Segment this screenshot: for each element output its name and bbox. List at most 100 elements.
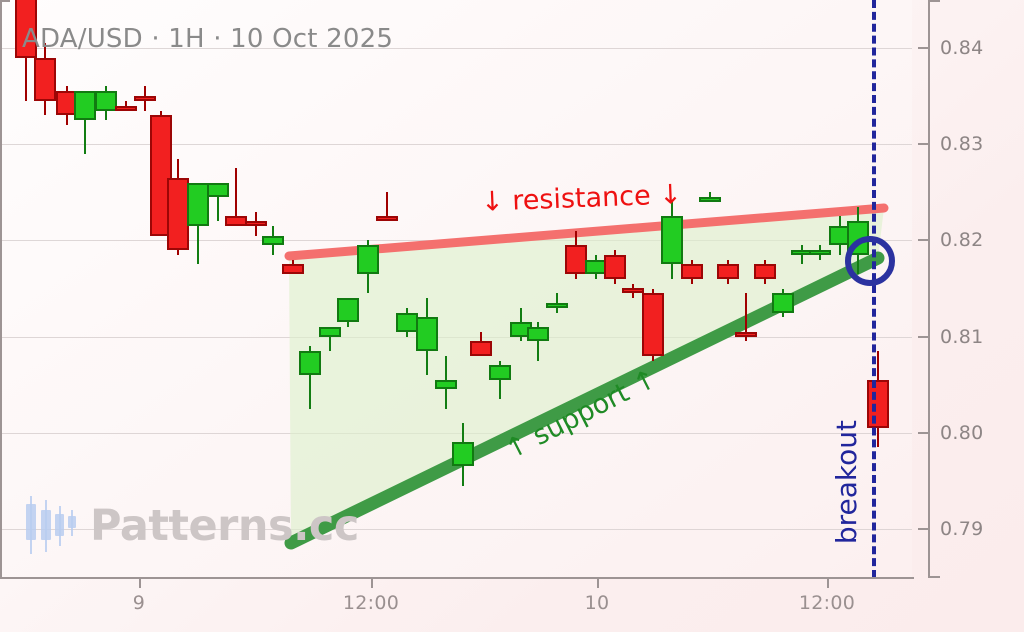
candlestick — [262, 225, 284, 255]
candlestick — [15, 0, 37, 101]
x-axis-line — [0, 577, 914, 579]
candlestick — [772, 288, 794, 318]
candlestick — [56, 86, 78, 125]
candle-body — [376, 216, 398, 222]
y-axis-label: 0.81 — [940, 325, 984, 348]
candlestick — [207, 182, 229, 222]
gridline — [0, 336, 912, 338]
candle-body — [95, 91, 117, 111]
candlestick — [809, 245, 831, 260]
candle-body — [527, 326, 549, 342]
candle-body — [245, 221, 267, 227]
candlestick — [95, 86, 117, 121]
candle-wick — [386, 192, 388, 222]
candle-body — [681, 264, 703, 279]
y-axis-tick — [918, 143, 928, 146]
candle-body — [717, 264, 739, 279]
candlestick — [245, 211, 267, 236]
candle-wick — [745, 293, 747, 342]
candle-body — [546, 302, 568, 308]
y-axis-right-line — [928, 0, 930, 578]
candle-body — [416, 317, 438, 351]
candlestick — [510, 307, 532, 342]
candle-body — [435, 379, 457, 390]
candlestick — [565, 230, 587, 279]
x-axis-label: 10 — [584, 592, 610, 614]
candle-body — [187, 182, 209, 226]
candle-body — [735, 331, 757, 337]
candle-body — [357, 245, 379, 275]
plot-area: Patterns.cc ↓ resistance ↓ ↑ support ↑ b… — [0, 0, 912, 578]
candle-body — [604, 254, 626, 279]
candlestick — [357, 240, 379, 294]
candle-body — [622, 288, 644, 294]
candlestick — [435, 355, 457, 409]
candlestick — [115, 100, 137, 111]
candlestick — [699, 192, 721, 203]
candlestick — [489, 360, 511, 400]
candlestick — [337, 298, 359, 327]
axis-cap-left-top — [0, 0, 10, 2]
y-axis-label: 0.84 — [940, 37, 984, 59]
axis-cap-top — [928, 0, 940, 2]
candle-wick — [499, 360, 501, 400]
candlestick — [470, 331, 492, 356]
candle-body — [699, 197, 721, 203]
candlestick — [735, 293, 757, 342]
y-axis-line — [0, 0, 2, 578]
x-axis-label: 9 — [132, 592, 146, 614]
candle-body — [167, 177, 189, 250]
candlestick — [150, 110, 172, 236]
candle-wick — [329, 326, 331, 352]
candle-wick — [309, 346, 311, 409]
candlestick — [867, 351, 889, 448]
y-axis-label: 0.79 — [940, 518, 984, 540]
candlestick — [527, 322, 549, 361]
candle-wick — [235, 168, 237, 217]
candlestick — [74, 91, 96, 154]
candle-body — [34, 57, 56, 101]
y-axis-label: 0.80 — [940, 421, 984, 444]
candlestick — [416, 298, 438, 376]
candlestick — [225, 168, 247, 226]
breakout-vertical-line — [872, 0, 876, 578]
candle-body — [134, 96, 156, 102]
candle-body — [809, 250, 831, 255]
candle-wick — [537, 322, 539, 361]
candlestick — [681, 259, 703, 284]
x-axis-tick — [139, 578, 141, 588]
axis-cap-bottom — [928, 576, 940, 578]
candlestick — [34, 43, 56, 116]
candlestick — [585, 254, 607, 279]
x-axis-label: 12:00 — [798, 592, 856, 614]
candle-body — [299, 351, 321, 376]
candle-body — [396, 312, 418, 332]
gridline — [0, 48, 912, 49]
y-axis-label: 0.82 — [940, 229, 984, 252]
candle-body — [470, 341, 492, 356]
candlestick — [396, 307, 418, 337]
y-axis-tick — [918, 431, 928, 434]
candlestick — [134, 86, 156, 111]
gridline — [0, 529, 912, 530]
candlestick — [661, 201, 683, 279]
candle-body — [282, 264, 304, 275]
candlestick — [754, 259, 776, 284]
breakout-label: breakout — [830, 420, 863, 545]
x-axis-tick — [597, 578, 599, 588]
chart-title: ADA/USD · 1H · 10 Oct 2025 — [22, 24, 394, 54]
x-axis-tick — [371, 578, 373, 588]
candle-body — [225, 216, 247, 226]
candlestick — [282, 259, 304, 275]
candle-body — [319, 326, 341, 337]
candle-body — [661, 216, 683, 265]
gridline — [0, 144, 912, 146]
candlestick — [622, 283, 644, 299]
candlestick — [642, 288, 664, 361]
candle-body — [262, 235, 284, 246]
candle-body — [15, 0, 37, 58]
candle-body — [150, 115, 172, 236]
candle-body — [74, 91, 96, 121]
candle-body — [867, 379, 889, 428]
